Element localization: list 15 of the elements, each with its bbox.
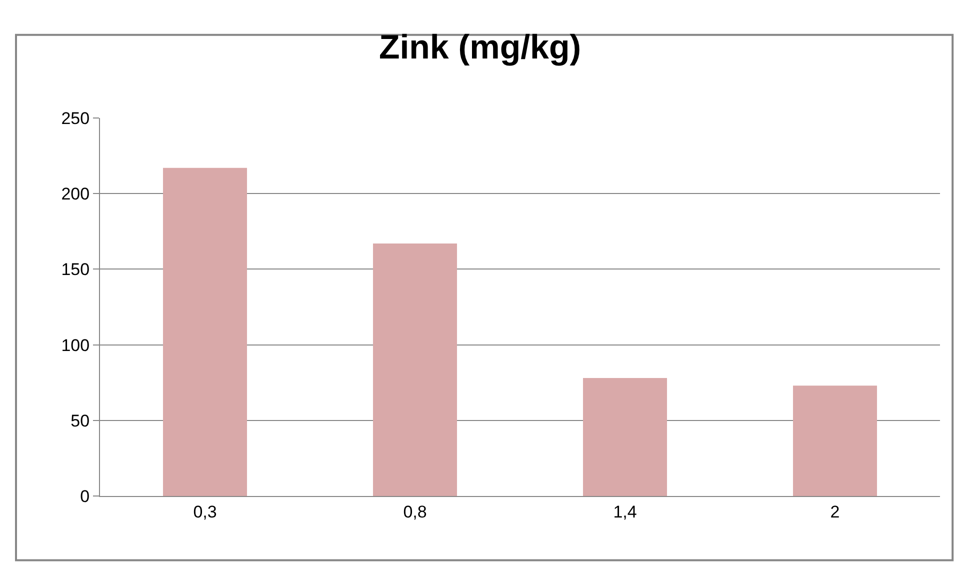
y-tick-label: 50 [70,411,90,430]
bar [793,386,877,496]
y-tick-label: 200 [61,184,90,204]
chart-title: Zink (mg/kg) [378,28,582,66]
x-tick-label: 1,4 [613,502,637,522]
x-tick-label: 2 [830,502,840,522]
bar [583,378,667,496]
bar [163,168,247,496]
x-tick-label: 0,3 [193,502,217,522]
y-tick-label: 150 [61,260,90,280]
bar [373,244,457,496]
x-tick-label: 0,8 [403,502,427,522]
y-tick-label: 0 [80,486,90,506]
y-tick-label: 250 [61,108,90,128]
y-tick-label: 100 [61,336,90,355]
